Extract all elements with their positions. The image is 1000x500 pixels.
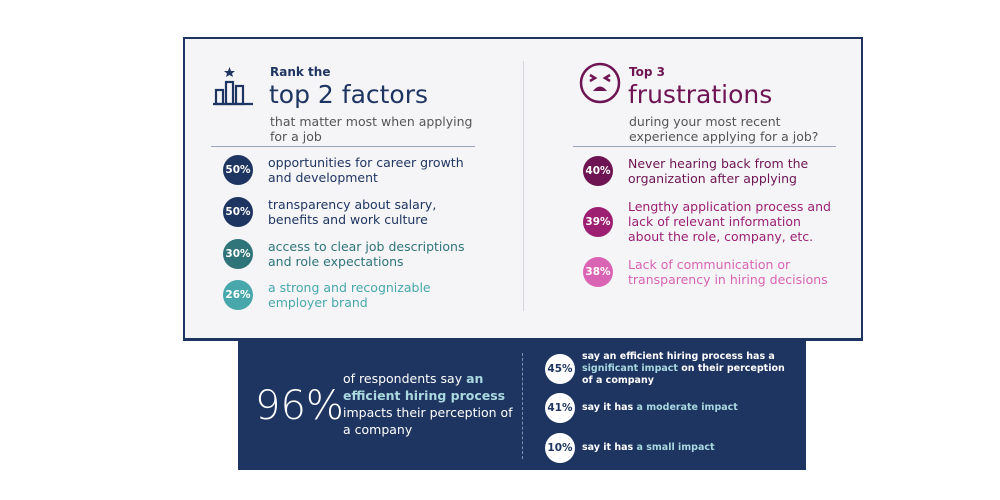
- pct-badge: 50%: [223, 197, 253, 227]
- impact-row: 41% say it has a moderate impact: [545, 393, 738, 423]
- text-part: impacts their perception of a company: [343, 405, 513, 437]
- text-part: of respondents say: [343, 371, 467, 386]
- survey-card: Rank the top 2 factors that matter most …: [183, 37, 863, 341]
- factor-text: opportunities for career growth and deve…: [268, 155, 464, 185]
- text-part: on their perception of a company: [582, 363, 785, 386]
- text-part: say it has: [582, 442, 637, 453]
- factor-row: 50% transparency about salary, benefits a…: [223, 197, 468, 227]
- left-title: top 2 factors: [269, 80, 429, 109]
- factor-row: 30% access to clear job descriptions and …: [223, 239, 468, 269]
- frustration-text: Never hearing back from the organization…: [628, 156, 809, 186]
- factor-text: transparency about salary, benefits and …: [268, 197, 437, 227]
- factor-row: 26% a strong and recognizable employer br…: [223, 280, 468, 310]
- headline-percent: 96%: [255, 383, 344, 429]
- impact-text: say it has a moderate impact: [582, 402, 738, 414]
- pct-badge: 10%: [545, 433, 575, 463]
- factor-text: a strong and recognizable employer brand: [268, 280, 431, 310]
- dashed-divider: [522, 353, 523, 459]
- ranking-bars-icon: [213, 67, 253, 106]
- frustration-text: Lack of communication or transparency in…: [628, 257, 828, 287]
- left-subtitle: that matter most when applying for a job: [270, 114, 473, 144]
- summary-panel: 96% of respondents say an efficient hiri…: [238, 341, 806, 470]
- right-rule: [573, 146, 836, 147]
- text-highlight: an efficient hiring process: [343, 371, 506, 403]
- text-highlight: significant impact: [582, 363, 678, 374]
- right-subtitle: during your most recent experience apply…: [629, 114, 819, 144]
- pct-badge: 38%: [583, 257, 613, 287]
- column-divider: [523, 61, 524, 311]
- frustration-row: 39% Lengthy application process and lack …: [583, 199, 838, 244]
- frustration-row: 38% Lack of communication or transparency…: [583, 257, 838, 287]
- text-part: say it has: [582, 402, 637, 413]
- impact-text: say an efficient hiring process has a si…: [582, 351, 795, 387]
- pct-badge: 50%: [223, 155, 253, 185]
- right-kicker: Top 3: [629, 65, 665, 79]
- text-highlight: a small impact: [636, 442, 715, 453]
- pct-badge: 30%: [223, 239, 253, 269]
- left-rule: [211, 146, 475, 147]
- headline-text: of respondents say an efficient hiring p…: [343, 370, 523, 438]
- impact-row: 10% say it has a small impact: [545, 433, 715, 463]
- right-title: frustrations: [628, 80, 773, 109]
- text-highlight: a moderate impact: [636, 402, 738, 413]
- impact-text: say it has a small impact: [582, 442, 715, 454]
- impact-row: 45% say an efficient hiring process has a…: [545, 351, 795, 387]
- frustration-row: 40% Never hearing back from the organizat…: [583, 156, 828, 186]
- pct-badge: 41%: [545, 393, 575, 423]
- pct-badge: 26%: [223, 280, 253, 310]
- pct-badge: 45%: [545, 354, 575, 384]
- factor-row: 50% opportunities for career growth and d…: [223, 155, 468, 185]
- left-kicker: Rank the: [270, 65, 331, 79]
- pct-badge: 39%: [583, 206, 613, 237]
- frustrated-face-icon: [579, 62, 621, 104]
- frustration-text: Lengthy application process and lack of …: [628, 199, 831, 244]
- factor-text: access to clear job descriptions and rol…: [268, 239, 465, 269]
- pct-badge: 40%: [583, 156, 613, 186]
- text-part: say an efficient hiring process has a: [582, 351, 775, 362]
